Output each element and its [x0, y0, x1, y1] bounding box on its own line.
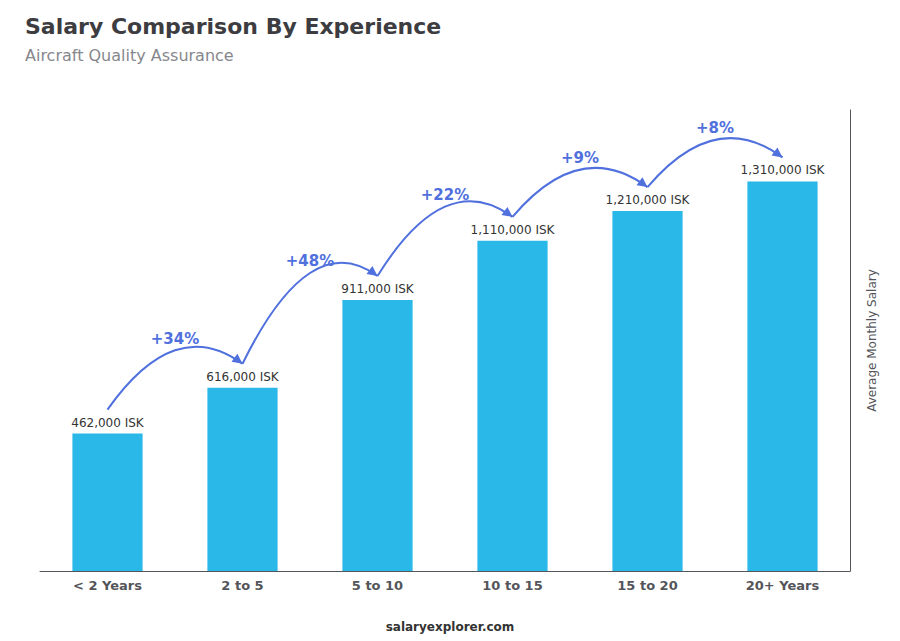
svg-text:2 to 5: 2 to 5	[221, 578, 263, 593]
svg-text:+8%: +8%	[696, 119, 734, 137]
svg-text:Average Monthly Salary: Average Monthly Salary	[865, 269, 879, 412]
svg-text:+48%: +48%	[286, 252, 334, 270]
svg-text:< 2 Years: < 2 Years	[73, 578, 142, 593]
svg-text:Aircraft Quality Assurance: Aircraft Quality Assurance	[25, 46, 234, 65]
svg-text:5 to 10: 5 to 10	[352, 578, 403, 593]
svg-text:462,000 ISK: 462,000 ISK	[71, 416, 145, 430]
svg-text:1,310,000 ISK: 1,310,000 ISK	[741, 163, 826, 177]
svg-text:10 to 15: 10 to 15	[482, 578, 542, 593]
svg-text:20+ Years: 20+ Years	[746, 578, 820, 593]
svg-text:1,210,000 ISK: 1,210,000 ISK	[606, 193, 691, 207]
svg-text:1,110,000 ISK: 1,110,000 ISK	[471, 223, 556, 237]
svg-text:Salary Comparison By Experienc: Salary Comparison By Experience	[25, 14, 441, 39]
svg-text:+22%: +22%	[421, 186, 469, 204]
svg-text:+34%: +34%	[151, 330, 199, 348]
svg-text:616,000 ISK: 616,000 ISK	[206, 370, 280, 384]
svg-text:911,000 ISK: 911,000 ISK	[341, 282, 415, 296]
svg-text:salaryexplorer.com: salaryexplorer.com	[386, 620, 515, 634]
svg-text:+9%: +9%	[561, 149, 599, 167]
svg-text:15 to 20: 15 to 20	[617, 578, 677, 593]
